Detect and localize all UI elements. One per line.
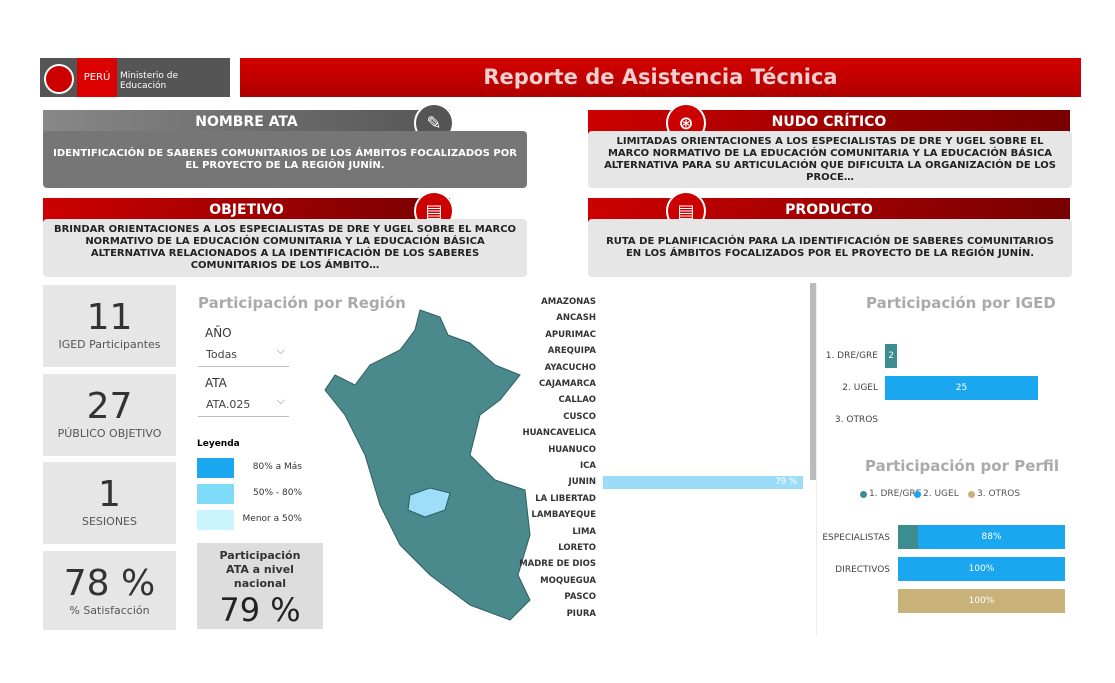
kpi-label: SESIONES: [82, 515, 137, 528]
category-label: 1. DRE/GRE: [825, 351, 878, 361]
bar-segment: [918, 525, 1065, 549]
legend-label: 3. OTROS: [977, 489, 1021, 499]
category-label: CAJAMARCA: [539, 379, 596, 389]
report-title: Reporte de Asistencia Técnica: [240, 58, 1081, 97]
category-label: JUNIN: [568, 477, 596, 488]
card-title: NOMBRE ATA: [43, 110, 450, 135]
chart-title: Participación por IGED: [866, 294, 1056, 312]
legend-title: Leyenda: [197, 439, 240, 449]
category-label: CUSCO: [563, 411, 596, 422]
bar-segment: [898, 525, 919, 549]
legend-label: 80% a Más: [252, 462, 302, 472]
card-text: BRINDAR ORIENTACIONES A LOS ESPECIALISTA…: [43, 219, 527, 277]
legend-label: 50% - 80%: [253, 488, 302, 498]
kpi-card: 27 PÚBLICO OBJETIVO: [43, 374, 176, 456]
category-label: LIMA: [572, 526, 596, 537]
national-label: Participación ATA a nivel nacional: [219, 549, 301, 590]
right-panel: [816, 283, 1072, 636]
brand: PERÚ: [77, 58, 117, 97]
ministry: Ministerio de Educación: [120, 71, 179, 91]
legend-dot: [860, 491, 867, 498]
kpi-label: % Satisfacción: [69, 604, 150, 617]
legend-label: 1. DRE/GRE: [869, 489, 922, 499]
category-label: MADRE DE DIOS: [519, 559, 596, 570]
kpi-label: IGED Participantes: [58, 338, 161, 351]
legend-swatch: [197, 510, 234, 530]
value-label: 79 %: [775, 477, 797, 488]
category-label: PIURA: [566, 608, 596, 619]
junin-region: [407, 487, 451, 518]
bar: [603, 476, 803, 490]
legend-dot: [968, 491, 975, 498]
national-value: 79 %: [219, 591, 301, 629]
category-label: DIRECTIVOS: [835, 565, 890, 575]
kpi-card: 78 %% Satisfacción: [43, 551, 176, 630]
dropdown[interactable]: Todas: [198, 344, 289, 367]
legend-label: 2. UGEL: [923, 489, 959, 499]
kpi-value: 1: [98, 474, 121, 515]
card-title: OBJETIVO: [43, 198, 450, 222]
kpi-card: 11 IGED Participantes: [43, 285, 176, 367]
legend-dot: [914, 491, 921, 498]
bar: [885, 344, 898, 368]
category-label: AMAZONAS: [541, 297, 596, 307]
dropdown[interactable]: ATA.025: [198, 394, 289, 417]
category-label: APURIMAC: [545, 329, 596, 340]
card-text: LIMITADAS ORIENTACIONES A LOS ESPECIALIS…: [588, 131, 1072, 188]
bar-segment: [898, 589, 1065, 613]
chart-title: Participación por Perfil: [865, 457, 1060, 475]
value-label: 25: [955, 383, 968, 393]
value-label: 88%: [981, 532, 1002, 542]
bar: [885, 376, 1038, 400]
category-label: ESPECIALISTAS: [822, 533, 890, 543]
category-label: LORETO: [558, 543, 596, 553]
chart-title: Participación por Región: [198, 294, 406, 312]
category-label: 3. OTROS: [834, 415, 878, 425]
scrollbar[interactable]: [810, 283, 816, 480]
national-box: Participación ATA a nivel nacional 79 %: [197, 543, 323, 629]
legend-swatch: [197, 458, 234, 478]
kpi-value: 27: [86, 386, 133, 427]
category-label: AYACUCHO: [544, 362, 596, 373]
category-label: LAMBAYEQUE: [531, 510, 596, 521]
category-label: HUANCAVELICA: [522, 428, 596, 439]
filter-label: AÑO: [205, 326, 232, 340]
value-label: 2: [888, 351, 894, 361]
category-label: 2. UGEL: [842, 383, 878, 393]
category-label: ICA: [580, 461, 596, 471]
category-label: AREQUIPA: [547, 346, 596, 357]
legend-swatch: [197, 484, 234, 504]
map: [324, 309, 531, 621]
value-label: 100%: [968, 564, 995, 574]
logo-box: PERÚ Ministerio de Educación: [40, 58, 230, 97]
coat-of-arms: [44, 64, 74, 94]
value-label: 100%: [968, 596, 995, 606]
category-label: PASCO: [564, 592, 596, 603]
kpi-value: 78 %: [63, 563, 156, 604]
category-label: LA LIBERTAD: [535, 493, 596, 504]
card-text: IDENTIFICACIÓN DE SABERES COMUNITARIOS D…: [43, 131, 527, 188]
kpi-label: PÚBLICO OBJETIVO: [57, 427, 162, 440]
filter-label: ATA: [205, 376, 227, 390]
kpi-value: 11: [86, 297, 133, 338]
peru-map: [324, 309, 531, 621]
category-label: ANCASH: [556, 313, 596, 324]
kpi-card: 1 SESIONES: [43, 462, 176, 544]
category-label: CALLAO: [558, 395, 596, 406]
category-label: MOQUEGUA: [540, 575, 596, 586]
category-label: HUANUCO: [548, 444, 596, 455]
legend-label: Menor a 50%: [242, 514, 302, 524]
bar-segment: [898, 557, 1065, 581]
card-text: RUTA DE PLANIFICACIÓN PARA LA IDENTIFICA…: [588, 219, 1072, 277]
